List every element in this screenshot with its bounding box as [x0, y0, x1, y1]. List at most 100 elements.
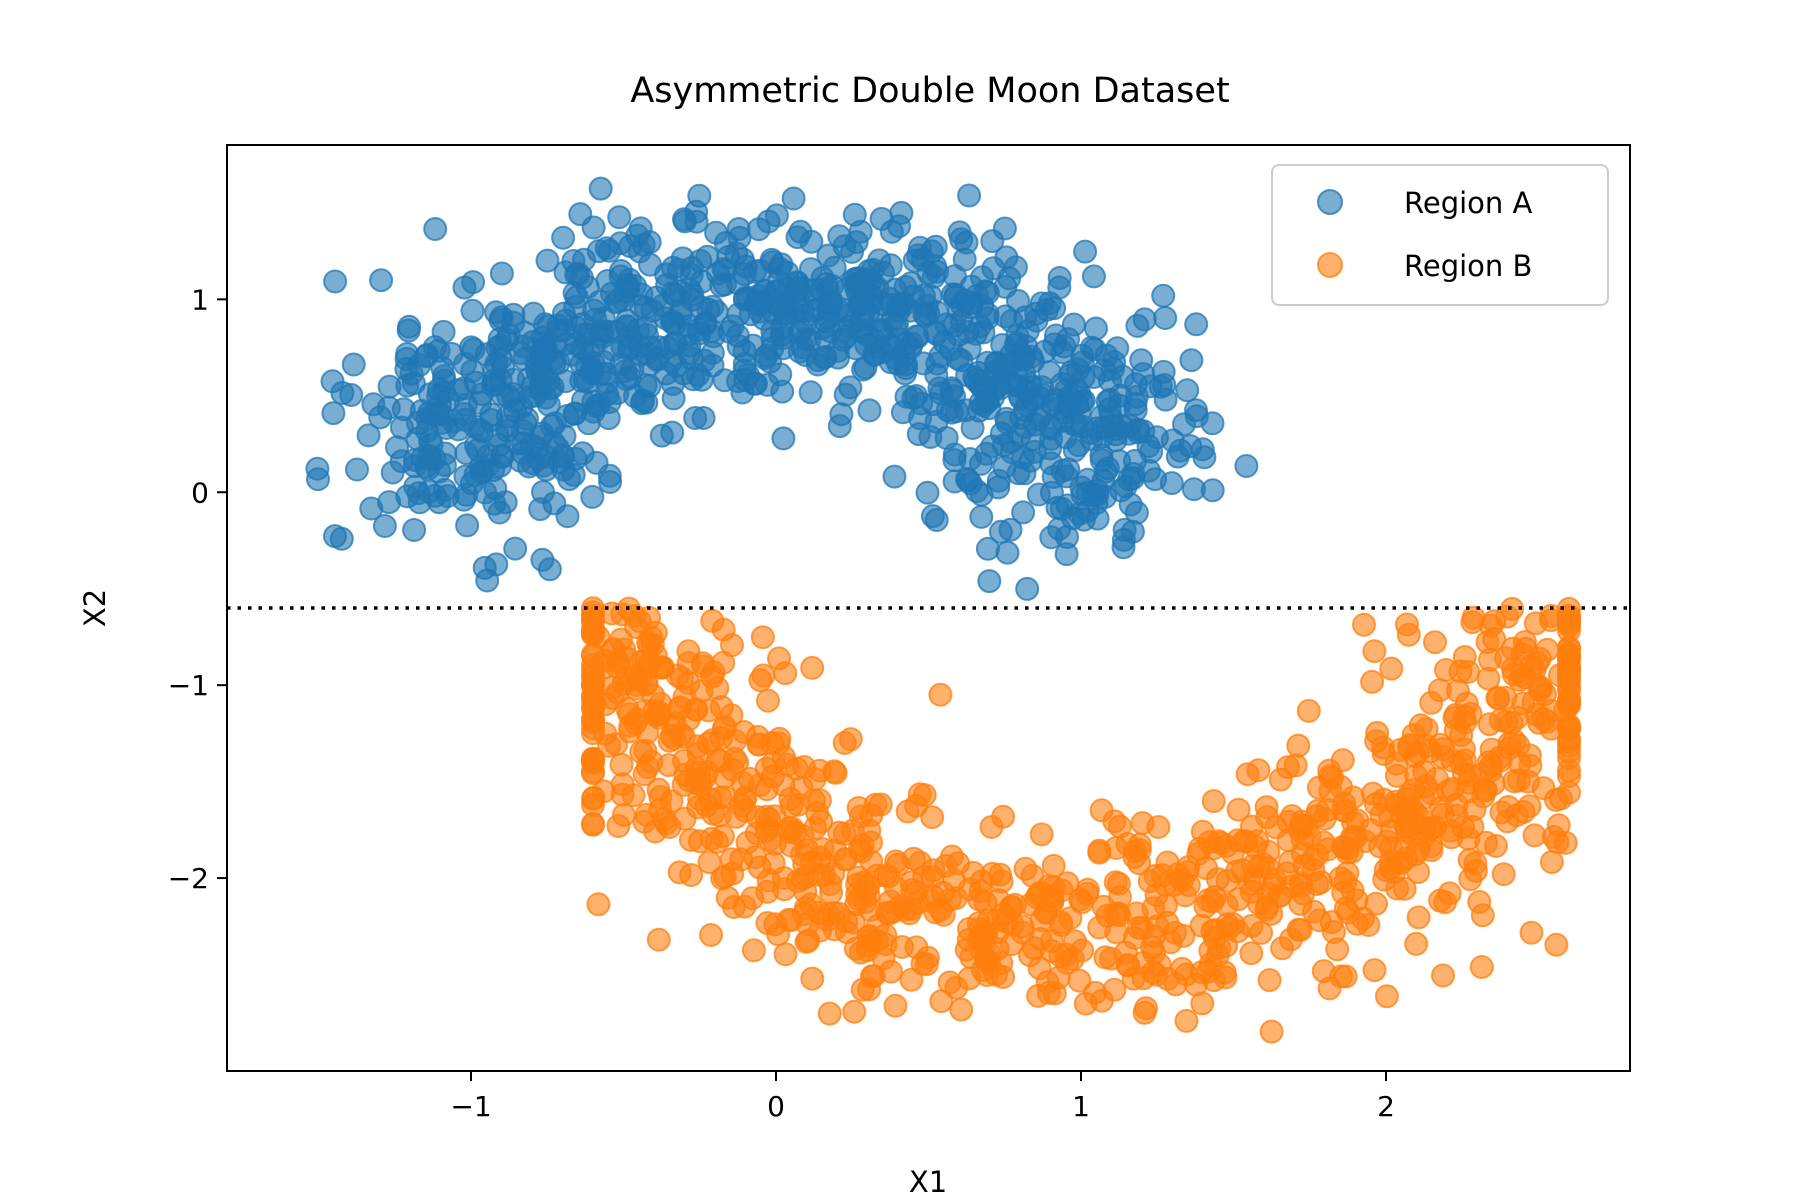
region-b-point — [1087, 915, 1112, 940]
region-b-point — [1198, 938, 1223, 963]
region-a-point — [923, 234, 948, 259]
region-b-point — [1024, 885, 1049, 910]
region-a-point — [827, 224, 852, 249]
region-a-point — [995, 540, 1020, 565]
region-b-point — [1419, 690, 1444, 715]
region-a-point — [489, 305, 514, 330]
region-a-point — [555, 504, 580, 529]
region-a-point — [681, 367, 706, 392]
region-b-point — [890, 935, 914, 959]
region-a-point — [1055, 525, 1079, 549]
region-b-point — [1452, 748, 1477, 773]
region-a-point — [345, 457, 369, 482]
region-b-point — [1249, 920, 1274, 945]
region-b-point — [1557, 758, 1581, 783]
region-b-point — [986, 888, 1011, 913]
region-b-point — [1495, 809, 1520, 834]
region-b-point — [827, 820, 852, 845]
region-b-point — [1283, 753, 1308, 778]
region-b-point — [756, 688, 780, 713]
region-a-point — [977, 569, 1002, 594]
region-a-point — [524, 351, 549, 376]
region-a-point — [1184, 398, 1208, 423]
region-a-point — [483, 476, 508, 501]
region-b-point — [1026, 983, 1051, 1008]
region-a-point — [329, 526, 354, 551]
region-b-point — [1246, 758, 1271, 783]
region-b-point — [1511, 691, 1536, 716]
region-a-point — [1012, 461, 1037, 486]
region-b-point — [750, 625, 775, 650]
region-b-point — [1360, 669, 1385, 694]
region-b-point — [842, 999, 867, 1024]
region-b-point — [1379, 656, 1404, 681]
region-a-point — [1041, 465, 1066, 489]
region-b-point — [1296, 698, 1321, 723]
region-a-point — [487, 500, 512, 525]
region-a-point — [339, 383, 364, 407]
region-a-point — [535, 248, 560, 273]
region-b-point — [586, 892, 611, 917]
region-b-point — [1262, 867, 1287, 892]
region-b-point — [1363, 792, 1388, 817]
region-b-point — [928, 682, 953, 707]
region-b-point — [760, 764, 785, 789]
region-b-point — [1522, 823, 1547, 848]
region-a-point — [1015, 576, 1040, 601]
region-a-point — [901, 386, 926, 410]
region-b-point — [790, 866, 815, 891]
region-a-point — [688, 248, 713, 273]
region-a-point — [800, 298, 825, 323]
region-a-point — [466, 437, 491, 462]
region-b-point — [1089, 798, 1114, 823]
region-b-point — [1201, 789, 1226, 814]
region-a-point — [1011, 500, 1036, 525]
region-b-point — [1479, 737, 1504, 762]
region-b-point — [1517, 743, 1542, 768]
region-a-point — [975, 536, 1000, 561]
region-b-point — [991, 804, 1016, 829]
region-a-point — [857, 398, 882, 423]
region-a-point — [435, 484, 460, 508]
region-b-point — [581, 621, 605, 646]
legend-box — [1271, 164, 1609, 306]
region-a-point — [915, 480, 940, 505]
region-a-point — [580, 484, 605, 509]
region-b-point — [803, 816, 828, 840]
region-b-point — [849, 804, 873, 829]
region-a-point — [749, 289, 774, 314]
region-b-point — [755, 815, 780, 840]
region-a-point — [773, 302, 798, 326]
region-b-point — [1491, 862, 1516, 887]
region-a-point — [920, 504, 945, 529]
region-a-point — [584, 394, 609, 419]
region-a-point — [554, 308, 579, 333]
region-b-point — [1529, 677, 1553, 702]
region-a-point — [687, 183, 712, 208]
region-a-point — [668, 279, 693, 304]
region-b-point — [1444, 803, 1469, 828]
region-a-point — [712, 258, 737, 283]
region-a-point — [415, 342, 440, 367]
region-b-point — [991, 965, 1016, 989]
region-a-point — [356, 423, 381, 448]
region-a-point — [949, 348, 974, 373]
region-a-point — [1138, 374, 1163, 399]
region-b-point — [1205, 867, 1230, 892]
region-b-point — [1516, 769, 1541, 794]
region-b-point — [815, 908, 840, 932]
region-a-point — [1030, 382, 1055, 407]
region-a-point — [551, 225, 576, 250]
series-region-b-points — [581, 596, 1581, 1044]
region-a-point — [489, 261, 514, 286]
region-a-point — [455, 513, 480, 538]
region-a-point — [1192, 445, 1217, 470]
region-a-point — [515, 406, 539, 431]
region-b-point — [741, 938, 766, 963]
region-b-point — [973, 947, 998, 972]
region-b-point — [771, 745, 796, 769]
region-b-point — [699, 923, 723, 947]
x-tick-label: 0 — [767, 1090, 785, 1123]
region-b-point — [1130, 811, 1155, 836]
